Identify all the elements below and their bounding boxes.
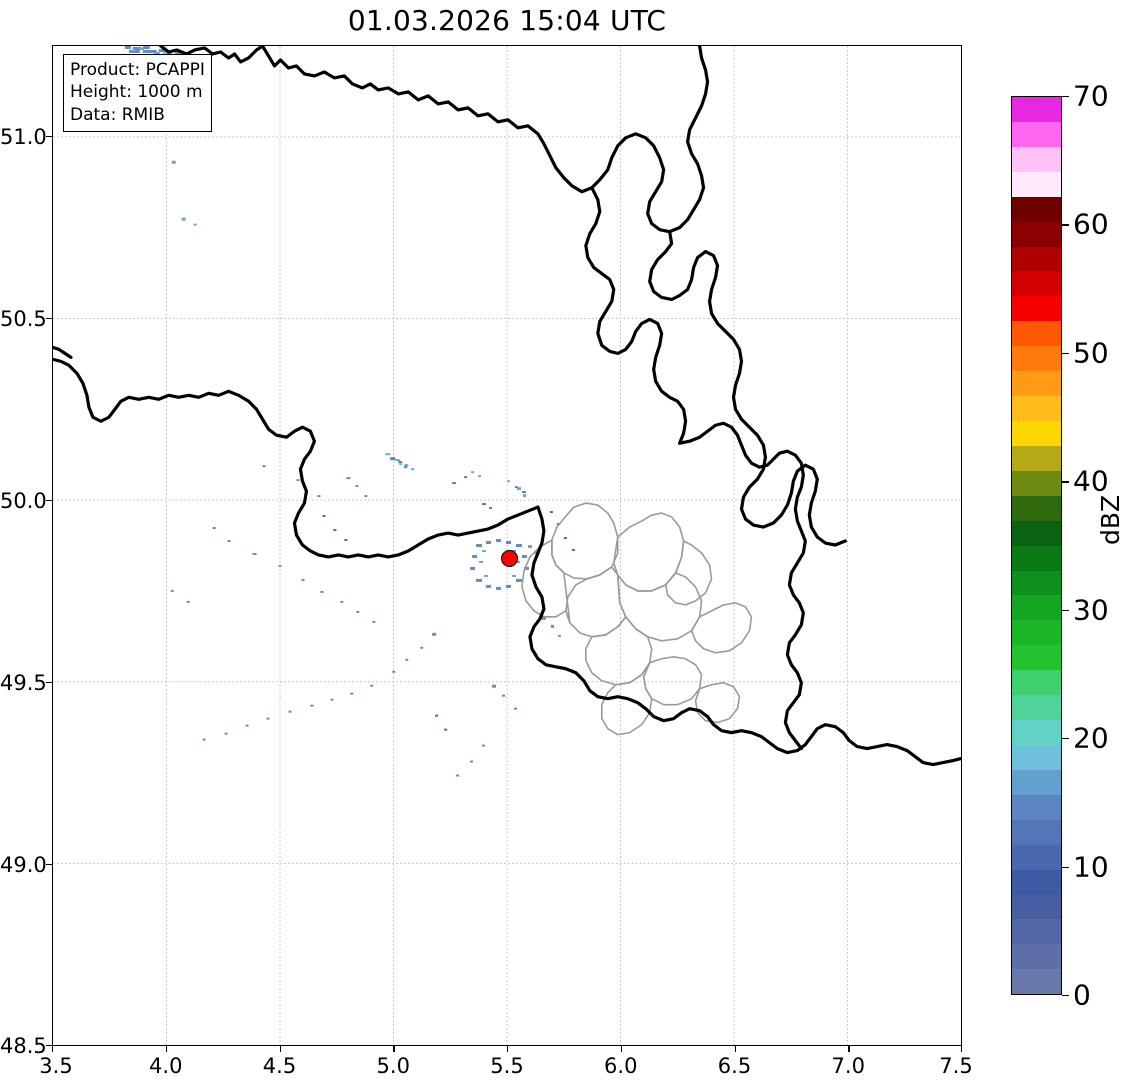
- colorbar-tick-label: 40: [1073, 464, 1109, 498]
- colorbar-band: [1012, 221, 1061, 247]
- xtick-label: 5.5: [490, 1054, 524, 1078]
- colorbar-band: [1012, 844, 1061, 870]
- map-canvas: [53, 46, 961, 1045]
- colorbar-tick-label: 60: [1073, 207, 1109, 241]
- colorbar-tick-label: 70: [1073, 79, 1109, 113]
- colorbar-band: [1012, 420, 1061, 446]
- xtick-mark: [165, 1046, 168, 1052]
- colorbar-band: [1012, 744, 1061, 770]
- info-data-line: Data: RMIB: [70, 104, 165, 125]
- colorbar[interactable]: 70 60 50 40 30 20 10 0: [1011, 80, 1109, 1012]
- xtick-label: 4.0: [149, 1054, 183, 1078]
- ytick-label: 50.0: [0, 489, 47, 513]
- xtick-mark: [507, 1046, 509, 1052]
- ytick-mark: [46, 136, 52, 138]
- ytick-mark: [46, 318, 52, 320]
- colorbar-band: [1012, 321, 1061, 347]
- ytick-label: 48.5: [0, 1034, 47, 1058]
- colorbar-band: [1012, 670, 1061, 696]
- colorbar-band: [1012, 445, 1061, 471]
- xtick-label: 5.0: [376, 1054, 410, 1078]
- colorbar-tick: [1062, 995, 1069, 997]
- ytick-label: 49.5: [0, 671, 47, 695]
- colorbar-band: [1012, 196, 1061, 222]
- ytick-mark: [46, 682, 52, 684]
- colorbar-band: [1012, 146, 1061, 172]
- xtick-label: 6.0: [604, 1054, 638, 1078]
- info-product-line: Product: PCAPPI: [70, 60, 205, 80]
- xtick-mark: [393, 1046, 395, 1052]
- colorbar-band: [1012, 794, 1061, 820]
- colorbar-tick-label: 10: [1073, 850, 1109, 884]
- colorbar-band: [1012, 171, 1061, 197]
- colorbar-band: [1012, 944, 1061, 970]
- ytick-label: 49.0: [0, 853, 47, 877]
- ytick-label: 51.0: [0, 125, 47, 149]
- country-borders: [53, 46, 961, 767]
- colorbar-tick-label: 20: [1073, 721, 1109, 755]
- colorbar-band: [1012, 296, 1061, 322]
- colorbar-axis-label: dBZ: [1096, 494, 1125, 545]
- xtick-mark: [961, 1046, 963, 1052]
- colorbar-band: [1012, 371, 1061, 397]
- xtick-label: 6.5: [717, 1054, 752, 1078]
- colorbar-band: [1012, 495, 1061, 521]
- admin-borders: [521, 502, 753, 736]
- colorbar-band: [1012, 520, 1061, 546]
- colorbar-tick: [1062, 738, 1069, 740]
- colorbar-tick-label: 50: [1073, 336, 1109, 370]
- colorbar-band: [1012, 246, 1061, 272]
- xtick-label: 3.5: [39, 1054, 73, 1078]
- colorbar-band: [1012, 346, 1061, 372]
- colorbar-band: [1012, 396, 1061, 421]
- xtick-mark: [279, 1046, 281, 1052]
- colorbar-tick-label: 30: [1073, 593, 1109, 627]
- colorbar-tick: [1062, 224, 1069, 226]
- colorbar-band: [1012, 595, 1061, 621]
- radar-echo-layer: [79, 46, 575, 777]
- radar-map-plot[interactable]: Product: PCAPPI Height: 1000 m Data: RMI…: [52, 45, 962, 1046]
- ytick-mark: [46, 864, 52, 866]
- colorbar-tick: [1062, 96, 1069, 98]
- colorbar-band: [1012, 545, 1061, 571]
- colorbar-tick: [1062, 866, 1069, 868]
- colorbar-band: [1012, 894, 1061, 920]
- ytick-mark: [46, 500, 52, 502]
- colorbar-band: [1012, 470, 1061, 496]
- colorbar-band: [1012, 271, 1061, 297]
- xtick-label: 4.5: [262, 1054, 297, 1078]
- ytick-mark: [46, 1045, 52, 1047]
- colorbar-band: [1012, 869, 1061, 895]
- colorbar-band: [1012, 720, 1061, 745]
- colorbar-band: [1012, 819, 1061, 845]
- colorbar-band: [1012, 570, 1061, 596]
- colorbar-band: [1012, 620, 1061, 646]
- colorbar-tick: [1062, 481, 1069, 483]
- colorbar-band: [1012, 769, 1061, 795]
- colorbar-band: [1012, 919, 1061, 945]
- info-height-line: Height: 1000 m: [70, 82, 203, 103]
- colorbar-tick-label: 0: [1073, 978, 1091, 1012]
- xtick-mark: [848, 1046, 850, 1052]
- colorbar-band: [1012, 645, 1061, 671]
- product-info-box: Product: PCAPPI Height: 1000 m Data: RMI…: [63, 54, 212, 133]
- colorbar-tick: [1062, 609, 1069, 612]
- xtick-mark: [52, 1046, 54, 1052]
- gridlines-vertical: [166, 46, 848, 1045]
- colorbar-gradient: [1011, 96, 1062, 995]
- colorbar-tick: [1062, 352, 1069, 355]
- xtick-label: 7.5: [939, 1054, 973, 1078]
- radar-site-marker[interactable]: [501, 550, 518, 567]
- xtick-mark: [734, 1046, 736, 1052]
- xtick-mark: [620, 1046, 623, 1052]
- colorbar-band: [1012, 97, 1061, 122]
- colorbar-band: [1012, 695, 1061, 721]
- page-title: 01.03.2026 15:04 UTC: [347, 4, 667, 37]
- ytick-label: 50.5: [0, 307, 47, 331]
- xtick-label: 7.0: [831, 1054, 865, 1078]
- colorbar-band: [1012, 121, 1061, 147]
- colorbar-band: [1012, 969, 1061, 994]
